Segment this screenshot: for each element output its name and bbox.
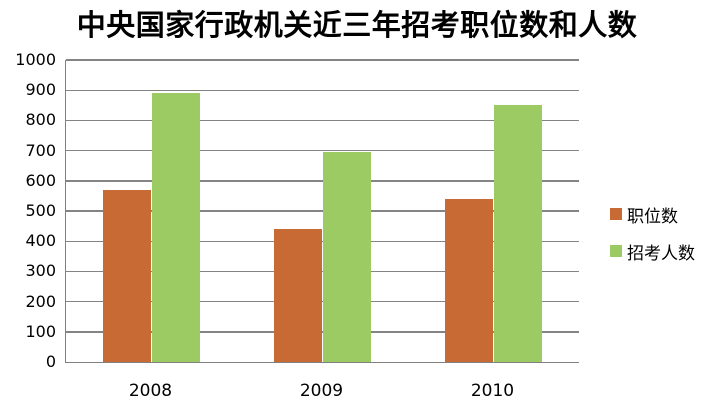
x-tick-label-2009: 2009 <box>299 381 344 401</box>
legend-item-positions: 职位数 <box>610 203 695 227</box>
y-tick-label-900: 900 <box>25 80 56 100</box>
plot-area <box>65 59 579 363</box>
legend-label-recruits: 招考人数 <box>627 243 695 264</box>
x-axis-labels: 2008 2009 2010 <box>0 381 714 405</box>
y-tick-label-100: 100 <box>25 321 56 341</box>
y-tick-label-700: 700 <box>25 140 56 160</box>
y-tick-label-600: 600 <box>25 170 56 190</box>
gridline-800 <box>66 119 579 122</box>
x-tick-label-2010: 2010 <box>470 381 515 401</box>
gridline-900 <box>66 89 579 91</box>
bar-2009-recruits <box>322 152 372 362</box>
y-tick-label-500: 500 <box>25 201 56 220</box>
y-tick-label-300: 300 <box>25 261 56 281</box>
legend-item-recruits: 招考人数 <box>610 240 695 264</box>
x-tick-label-2008: 2008 <box>128 381 173 401</box>
gridline-1000 <box>66 59 579 61</box>
bar-2008-recruits <box>151 93 201 362</box>
legend-swatch-icon <box>610 245 622 257</box>
y-tick-label-200: 200 <box>25 291 56 311</box>
chart-title: 中央国家行政机关近三年招考职位数和人数 <box>76 10 638 42</box>
legend: 职位数 招考人数 <box>610 203 695 277</box>
y-axis-labels: 0 100 200 300 400 500 600 700 800 900 1000 <box>0 51 56 371</box>
gridline-700 <box>66 149 579 152</box>
y-tick-label-800: 800 <box>25 110 56 130</box>
bar-2008-positions <box>102 189 152 362</box>
y-tick-label-0: 0 <box>45 352 56 371</box>
y-tick-label-1000: 1000 <box>15 50 56 69</box>
y-tick-label-400: 400 <box>25 231 56 251</box>
legend-swatch-icon <box>610 208 622 220</box>
legend-label-positions: 职位数 <box>627 206 678 227</box>
bar-2010-positions <box>444 198 494 362</box>
bar-2009-positions <box>273 229 323 362</box>
bar-2010-recruits <box>493 105 543 362</box>
